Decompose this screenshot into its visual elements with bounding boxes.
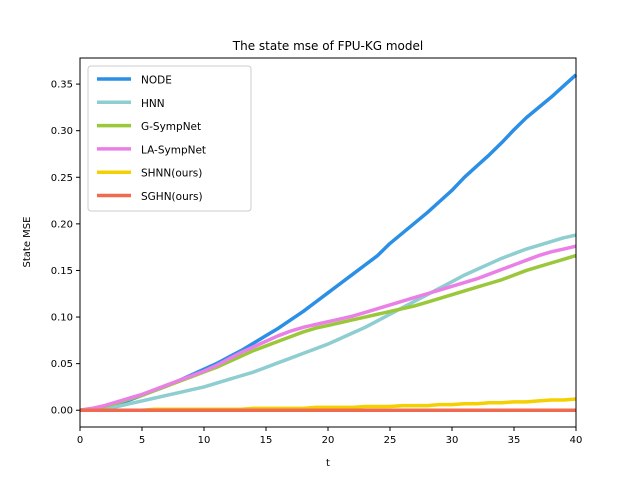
x-tick-label: 5 [139, 435, 145, 446]
y-tick-label: 0.15 [51, 266, 73, 277]
x-tick-label: 30 [446, 435, 459, 446]
legend-label: SHNN(ours) [141, 168, 202, 180]
x-tick-label: 40 [570, 435, 583, 446]
x-tick-label: 0 [77, 435, 83, 446]
x-tick-label: 25 [384, 435, 397, 446]
y-tick-label: 0.00 [51, 406, 73, 417]
legend-label: G-SympNet [141, 121, 201, 133]
y-tick-label: 0.25 [51, 173, 73, 184]
y-tick-label: 0.10 [51, 313, 73, 324]
y-tick-label: 0.35 [51, 80, 73, 91]
x-tick-label: 10 [198, 435, 211, 446]
legend-box [87, 65, 252, 212]
y-tick-label: 0.20 [51, 219, 73, 230]
x-axis-label: t [326, 458, 330, 469]
series-line-hnn [79, 233, 577, 412]
x-axis: 0 5 10 15 20 25 30 35 40 [77, 427, 583, 446]
legend-label: HNN [141, 98, 165, 110]
series-line-la-sympnet [79, 244, 577, 412]
x-tick-label: 35 [508, 435, 521, 446]
series-layer [79, 73, 578, 412]
legend-label: NODE [141, 75, 172, 87]
legend-label: SGHN(ours) [141, 191, 203, 203]
y-axis: 0.00 0.05 0.10 0.15 0.20 0.25 0.30 0.35 [51, 80, 80, 417]
legend-label: LA-SympNet [141, 144, 206, 156]
y-tick-label: 0.05 [51, 359, 73, 370]
y-axis-label: State MSE [22, 217, 33, 268]
y-tick-label: 0.30 [51, 126, 73, 137]
x-tick-label: 15 [260, 435, 273, 446]
chart-title: The state mse of FPU-KG model [232, 39, 423, 53]
x-tick-label: 20 [322, 435, 335, 446]
legend: NODE HNN G-SympNet LA-SympNet SHNN(ours) SGHN… [87, 65, 252, 212]
